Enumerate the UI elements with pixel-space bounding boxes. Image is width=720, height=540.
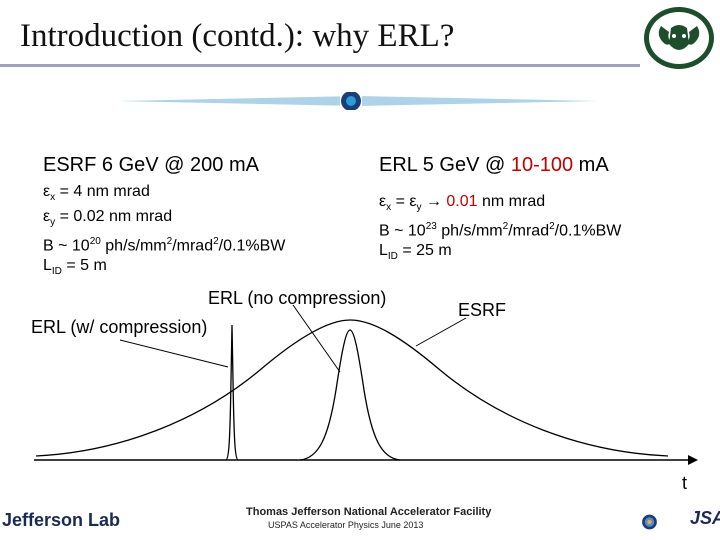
- csu-ram-logo-icon: [644, 7, 714, 69]
- title-underline: [0, 64, 640, 67]
- erl-brightness: B ~ 1023 ph/s/mm2/mrad2/0.1%BW: [379, 221, 622, 240]
- erl-heading: ERL 5 GeV @ 10-100 mA: [379, 154, 609, 176]
- page-title: Introduction (contd.): why ERL?: [20, 18, 455, 54]
- erl-undulator-length: LID = 25 m: [379, 241, 452, 262]
- esrf-heading: ESRF 6 GeV @ 200 mA: [43, 154, 259, 176]
- label-esrf: ESRF: [458, 300, 507, 320]
- erl-emittance: εx = εy → 0.01 nm mrad: [379, 193, 546, 214]
- doe-seal-icon: [642, 514, 657, 530]
- jsa-logo: JSA: [690, 508, 720, 528]
- course-info: USPAS Accelerator Physics June 2013: [268, 520, 424, 530]
- section-divider: [118, 92, 598, 110]
- jefferson-lab-logo: Jefferson Lab: [2, 510, 121, 530]
- time-axis-arrowhead: [688, 455, 698, 465]
- label-erl-no-compression: ERL (no compression): [208, 288, 387, 308]
- esrf-brightness: B ~ 1020 ph/s/mm2/mrad2/0.1%BW: [43, 236, 286, 255]
- label-erl-with-compression: ERL (w/ compression): [31, 317, 208, 337]
- esrf-emittance-x: εx = 4 nm mrad: [43, 183, 150, 204]
- erl-parameters: εx = εy → 0.01 nm mrad B ~ 1023 ph/s/mm2…: [379, 192, 621, 266]
- time-axis-label: t: [682, 473, 688, 493]
- erl-comp-pulse-curve: [225, 324, 239, 461]
- leader-erl-nocomp: [292, 304, 341, 373]
- facility-name: Thomas Jefferson National Accelerator Fa…: [246, 506, 492, 518]
- esrf-parameters: εx = 4 nm mrad εy = 0.02 nm mrad B ~ 102…: [43, 182, 285, 281]
- esrf-emittance-y: εy = 0.02 nm mrad: [43, 208, 173, 229]
- esrf-undulator-length: LID = 5 m: [43, 256, 107, 277]
- leader-erl-comp: [119, 339, 229, 368]
- erl-nocomp-pulse-curve: [299, 329, 401, 461]
- esrf-pulse-curve: [35, 319, 669, 457]
- leader-esrf: [415, 317, 467, 347]
